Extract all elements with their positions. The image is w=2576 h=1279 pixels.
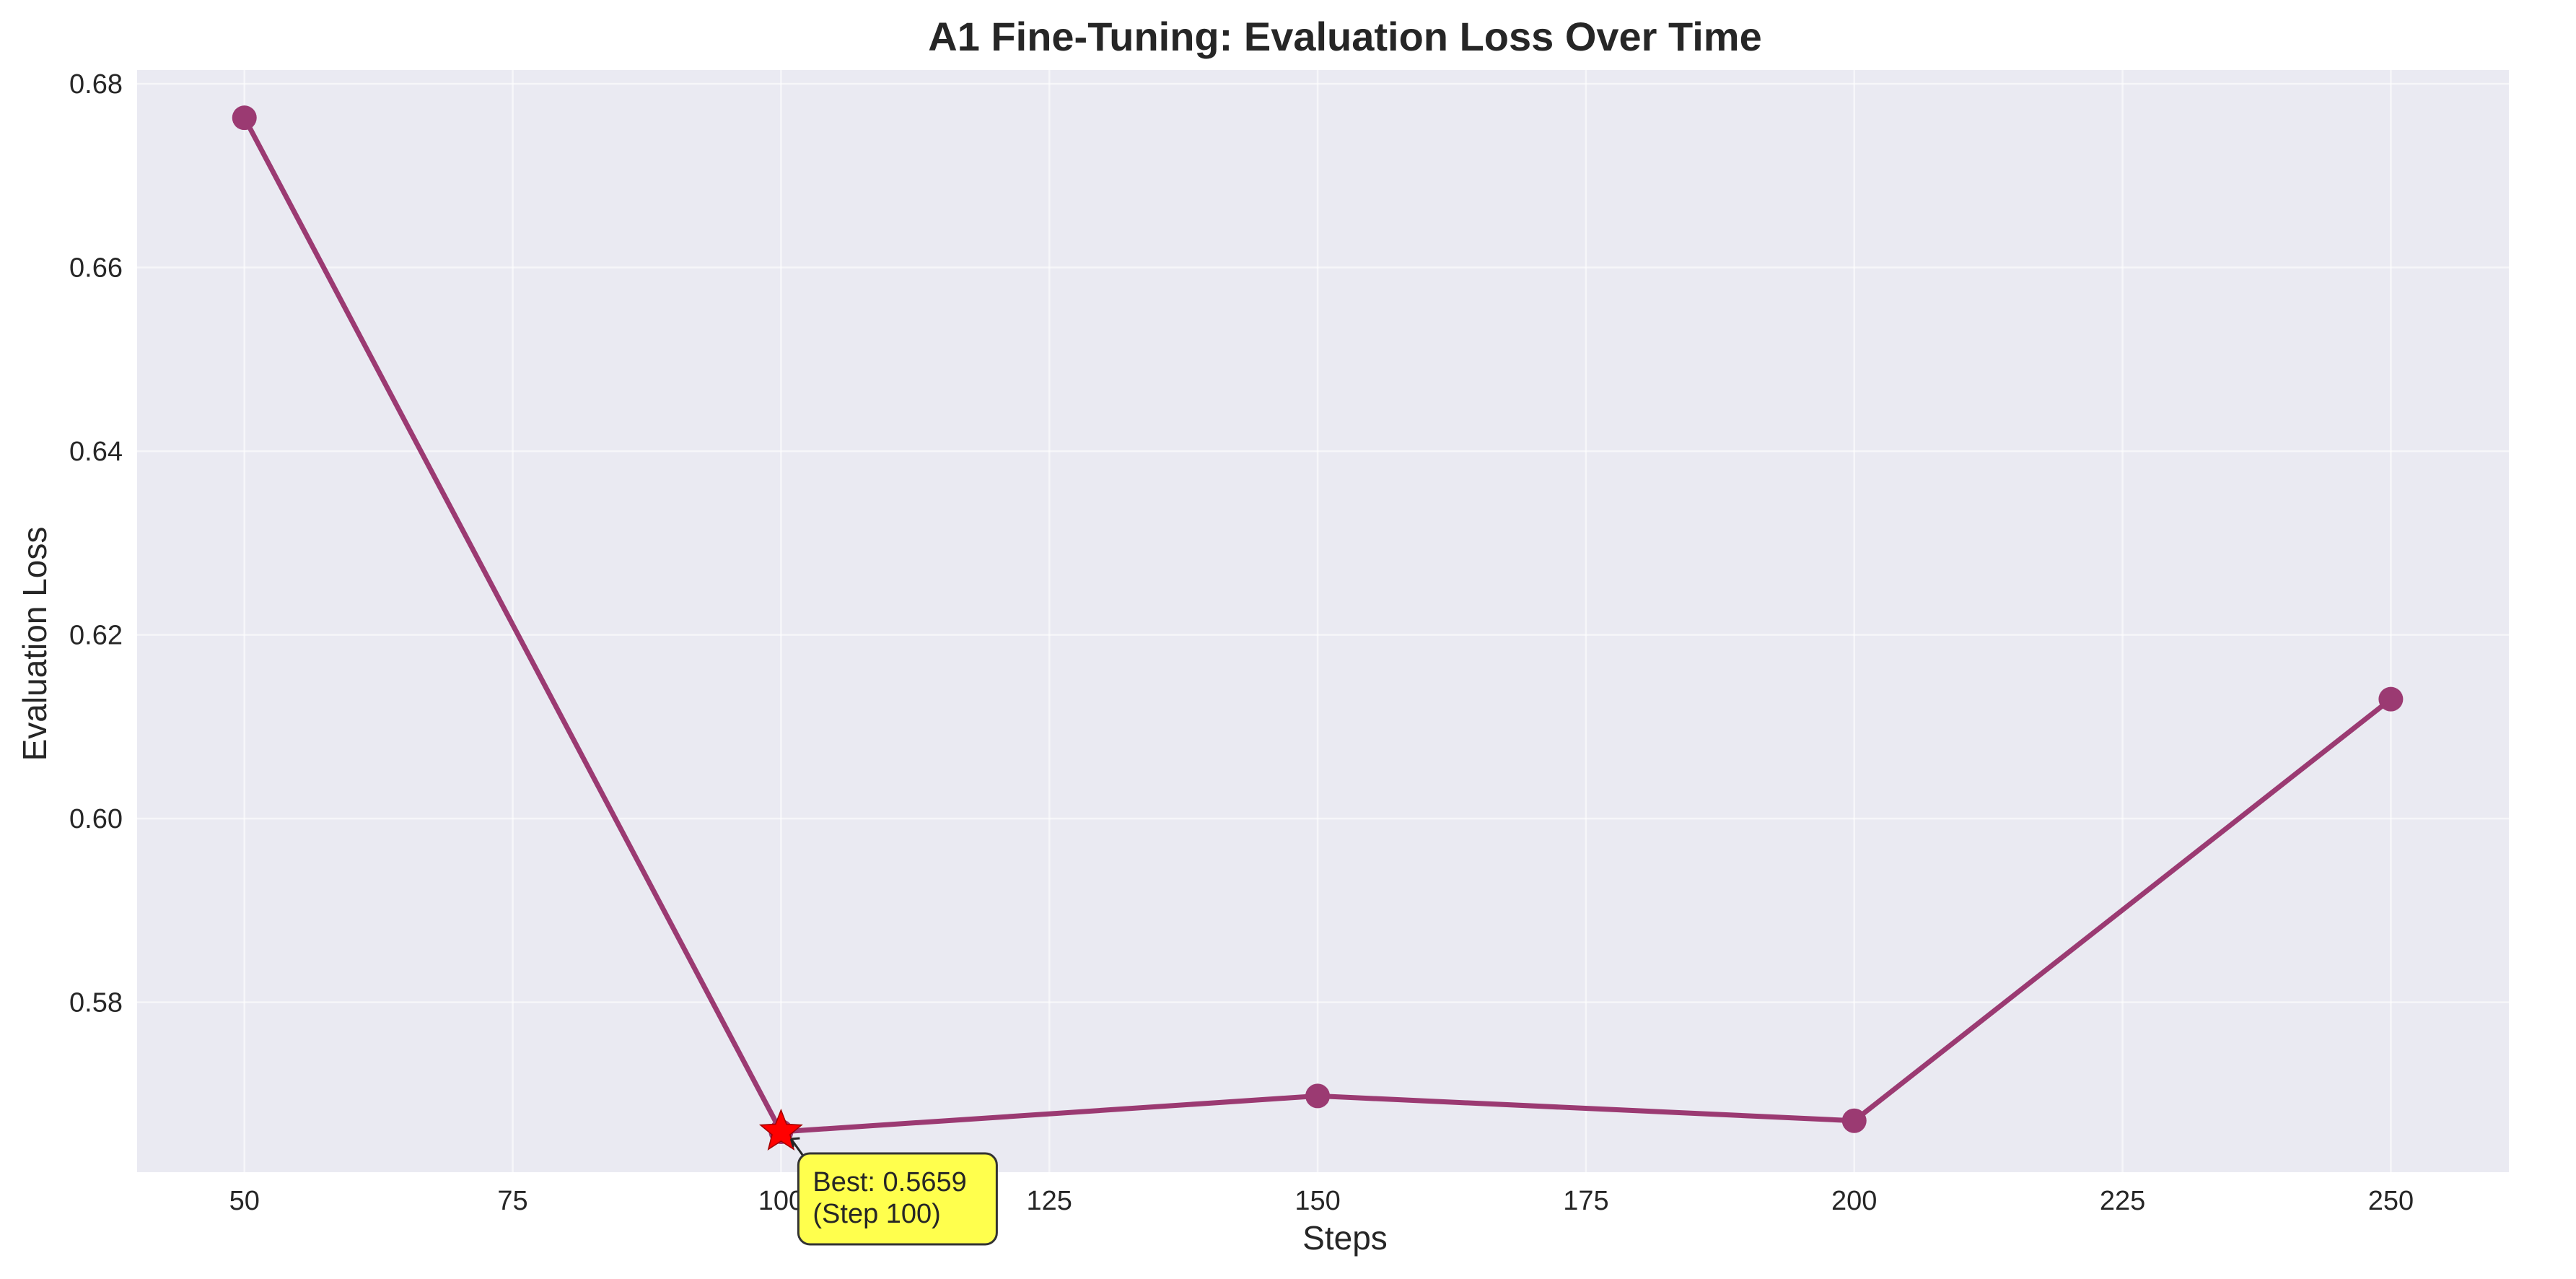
x-tick-label: 250 — [2368, 1186, 2414, 1216]
x-tick-label: 50 — [229, 1186, 260, 1216]
data-markers — [232, 105, 2404, 1151]
chart-title: A1 Fine-Tuning: Evaluation Loss Over Tim… — [928, 14, 1761, 59]
x-ticks: 50 75 100 125 150 175 200 225 250 — [229, 1186, 2414, 1216]
data-point — [1841, 1108, 1867, 1133]
y-tick-label: 0.60 — [69, 804, 123, 834]
x-tick-label: 175 — [1563, 1186, 1608, 1216]
x-tick-label: 75 — [497, 1186, 527, 1216]
data-point — [1305, 1083, 1331, 1109]
y-tick-label: 0.68 — [69, 69, 123, 100]
y-ticks: 0.58 0.60 0.62 0.64 0.66 0.68 — [69, 69, 123, 1018]
y-tick-label: 0.62 — [69, 621, 123, 651]
x-tick-label: 100 — [758, 1186, 804, 1216]
annotation-box — [797, 1152, 998, 1246]
data-point — [232, 105, 257, 131]
data-point — [2378, 686, 2404, 712]
x-tick-label: 200 — [1831, 1186, 1877, 1216]
y-tick-label: 0.64 — [69, 437, 123, 467]
y-axis-label: Evaluation Loss — [16, 527, 53, 761]
x-tick-label: 125 — [1027, 1186, 1072, 1216]
x-axis-label: Steps — [1302, 1219, 1388, 1257]
annotation-line-2: (Step 100) — [812, 1199, 940, 1229]
best-annotation: Best: 0.5659 (Step 100) — [789, 1137, 998, 1246]
best-point-star — [758, 1108, 803, 1151]
annotation-line-1: Best: 0.5659 — [812, 1167, 966, 1197]
y-tick-label: 0.58 — [69, 988, 123, 1018]
plot-area — [137, 70, 2509, 1172]
x-tick-label: 225 — [2100, 1186, 2145, 1216]
grid — [137, 70, 2509, 1172]
x-tick-label: 150 — [1294, 1186, 1340, 1216]
y-tick-label: 0.66 — [69, 253, 123, 284]
